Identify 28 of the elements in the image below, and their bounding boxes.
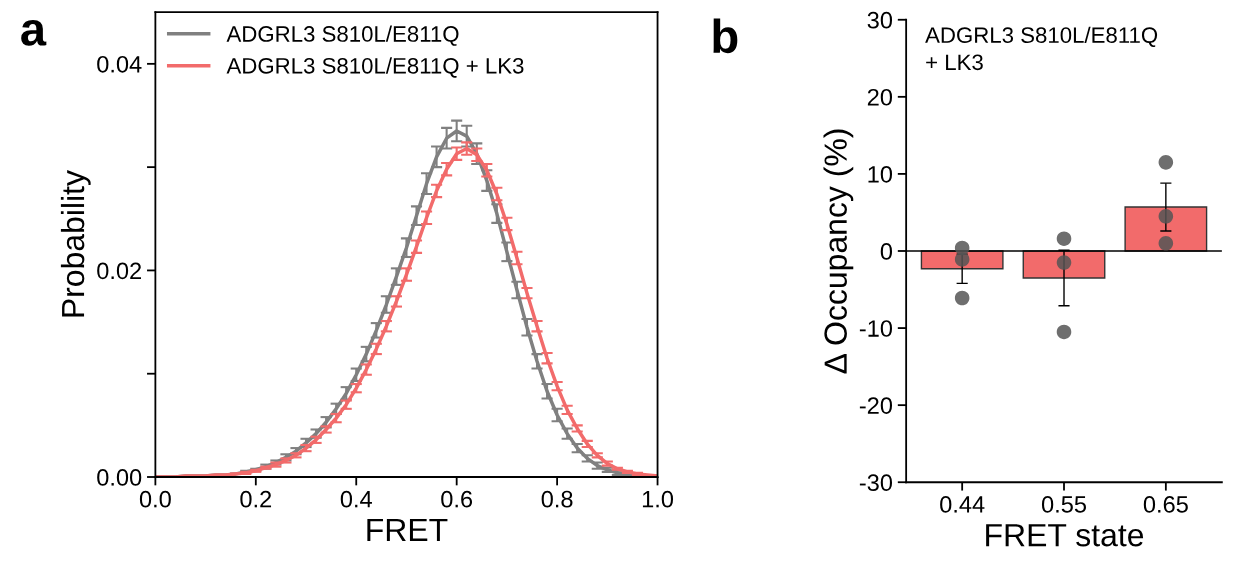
- y-tick-label: 10: [868, 165, 893, 183]
- y-tick-label: 20: [867, 88, 893, 106]
- x-axis-title: FRET state: [986, 524, 1144, 547]
- x-tick-label: 0.55: [1041, 496, 1086, 513]
- y-tick-label: -10: [859, 320, 893, 337]
- y-tick-label: 0.00: [97, 469, 142, 486]
- x-tick-label: 0.6: [441, 490, 473, 508]
- x-tick-label: 0.0: [139, 490, 171, 508]
- legend-label: ADGRL3 S810L/E811Q: [226, 25, 459, 46]
- y-tick-label: 0: [880, 243, 893, 260]
- x-tick-label: 0.65: [1143, 496, 1188, 513]
- x-tick-label: 0.8: [541, 490, 573, 508]
- x-tick-label: 1.0: [642, 490, 674, 508]
- y-tick-label: 30: [867, 11, 893, 29]
- chart-title: a: [21, 19, 47, 46]
- y-tick-label: 0.04: [97, 55, 142, 73]
- y-axis-title: Probability: [60, 170, 91, 317]
- annotation: ADGRL3 S810L/E811Q + LK3: [925, 26, 1158, 71]
- x-axis-title: FRET: [367, 518, 448, 541]
- x-tick-label: 0.4: [340, 490, 372, 508]
- y-tick-label: -20: [859, 397, 893, 414]
- x-tick-label: 0.44: [940, 496, 985, 513]
- y-tick-label: 0.02: [97, 262, 141, 280]
- x-tick-label: 0.2: [240, 490, 272, 508]
- legend-label: ADGRL3 S810L/E811Q + LK3: [226, 57, 524, 78]
- chart-title: b: [713, 18, 738, 54]
- y-tick-label: -30: [859, 474, 893, 492]
- y-axis-title: Δ Occupancy (%): [823, 129, 854, 374]
